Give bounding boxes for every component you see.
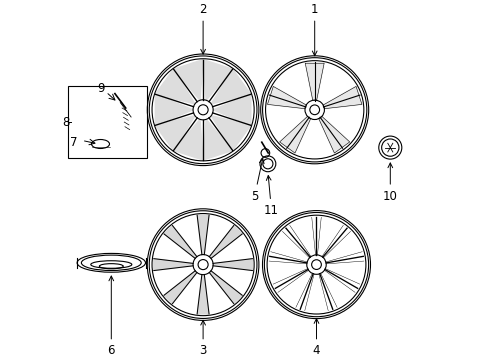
Text: 10: 10 (382, 163, 397, 203)
Polygon shape (209, 271, 242, 304)
Polygon shape (173, 60, 203, 100)
Polygon shape (305, 63, 324, 100)
Polygon shape (209, 225, 242, 258)
Polygon shape (213, 94, 250, 125)
Polygon shape (203, 60, 232, 100)
Text: 5: 5 (250, 158, 264, 203)
Text: 11: 11 (264, 176, 279, 217)
Text: 8: 8 (62, 116, 70, 129)
Polygon shape (154, 258, 193, 271)
Polygon shape (155, 94, 193, 125)
Polygon shape (155, 116, 195, 150)
Bar (68, 86, 147, 158)
Polygon shape (323, 86, 361, 109)
Polygon shape (211, 116, 250, 150)
Polygon shape (203, 120, 232, 160)
Polygon shape (173, 120, 203, 160)
Text: 2: 2 (199, 3, 206, 54)
Polygon shape (197, 215, 208, 255)
Polygon shape (213, 258, 252, 271)
Polygon shape (211, 69, 250, 104)
Polygon shape (197, 275, 208, 314)
Polygon shape (155, 69, 195, 104)
Polygon shape (279, 116, 310, 153)
Text: 4: 4 (312, 319, 320, 357)
Text: 9: 9 (97, 82, 104, 95)
Polygon shape (267, 86, 305, 109)
Text: 6: 6 (107, 276, 115, 357)
Ellipse shape (91, 140, 109, 149)
Polygon shape (318, 116, 349, 153)
Text: 7: 7 (70, 136, 77, 149)
Polygon shape (163, 225, 197, 258)
Text: 3: 3 (199, 320, 206, 357)
Polygon shape (163, 271, 197, 304)
Text: 1: 1 (310, 3, 318, 56)
